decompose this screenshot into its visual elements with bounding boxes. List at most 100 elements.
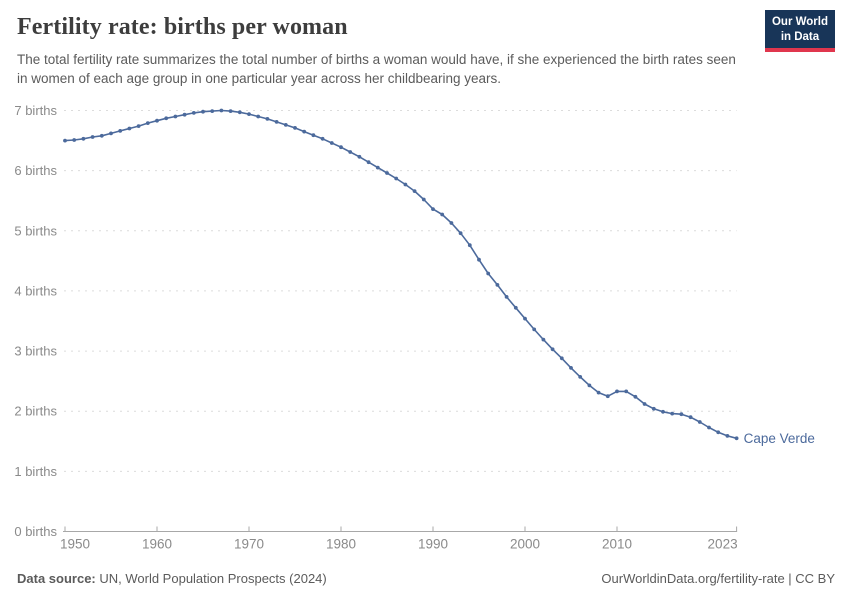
data-point <box>173 114 178 119</box>
data-point <box>247 112 251 116</box>
data-point <box>210 109 215 113</box>
data-point <box>63 138 67 143</box>
data-point <box>127 126 132 131</box>
x-axis-tick-label: 2023 <box>708 537 738 552</box>
data-point <box>302 129 307 134</box>
x-axis-tick-label: 1960 <box>142 537 172 552</box>
data-line <box>64 109 738 440</box>
y-axis-tick-label: 3 births <box>14 344 57 359</box>
owid-logo-line2: in Data <box>780 30 820 43</box>
data-point <box>495 283 500 287</box>
data-point <box>458 231 463 236</box>
data-point <box>559 356 564 361</box>
footer-link[interactable]: OurWorldinData.org/fertility-rate | CC B… <box>601 571 835 586</box>
data-point <box>164 116 169 121</box>
y-axis-tick-label: 1 births <box>14 464 57 479</box>
y-axis-tick-label: 2 births <box>14 404 57 419</box>
data-point <box>219 108 224 113</box>
data-point <box>697 420 702 424</box>
data-point <box>707 425 711 430</box>
data-point <box>293 126 297 130</box>
y-axis-tick-label: 6 births <box>14 163 57 178</box>
data-point <box>145 121 150 125</box>
y-axis-tick-label: 7 births <box>14 103 57 118</box>
data-point <box>504 295 509 299</box>
data-point <box>532 327 537 332</box>
data-point <box>237 110 242 115</box>
data-point <box>421 197 426 202</box>
data-point <box>569 366 573 370</box>
data-point <box>523 316 527 321</box>
data-source-label: Data source: <box>17 571 96 586</box>
data-point <box>385 171 389 175</box>
data-point <box>605 394 610 399</box>
data-point <box>716 430 721 435</box>
data-point <box>357 154 362 159</box>
x-axis-tick-label: 1990 <box>418 537 448 552</box>
data-point <box>725 434 730 438</box>
data-point <box>412 189 417 193</box>
data-point <box>513 305 518 310</box>
data-point <box>440 212 445 217</box>
data-point <box>403 182 408 187</box>
data-point <box>587 383 592 388</box>
data-point <box>624 389 629 394</box>
data-point <box>688 415 693 420</box>
data-point <box>670 411 675 416</box>
data-point <box>201 109 205 114</box>
data-point <box>256 114 261 119</box>
y-axis-tick-label: 4 births <box>14 283 57 298</box>
data-point <box>311 133 316 138</box>
data-point <box>265 117 270 121</box>
x-axis-tick-label: 2000 <box>510 537 540 552</box>
data-point <box>477 257 481 262</box>
data-point <box>431 207 435 211</box>
page-title: Fertility rate: births per woman <box>17 14 348 40</box>
data-point <box>228 109 233 113</box>
data-point <box>467 243 472 248</box>
data-point <box>615 389 619 394</box>
fertility-line-chart[interactable]: 0 births 1 births 2 births 3 births 4 births… <box>0 95 850 555</box>
chart-header: Fertility rate: births per woman Our Wor… <box>17 10 835 88</box>
data-source-text: UN, World Population Prospects (2024) <box>95 571 327 586</box>
data-point <box>596 390 601 395</box>
data-point <box>283 123 288 127</box>
y-axis-tick-label: 5 births <box>14 223 57 238</box>
data-point <box>578 375 583 379</box>
data-point <box>72 138 77 142</box>
owid-logo-line1: Our World <box>771 16 828 28</box>
data-point <box>348 150 353 154</box>
data-point <box>366 160 371 165</box>
data-point <box>118 129 123 133</box>
entity-label: Cape Verde <box>744 431 815 446</box>
data-point <box>486 271 491 276</box>
data-point <box>329 141 334 145</box>
data-point <box>191 111 196 115</box>
data-source-note: Data source: UN, World Population Prospe… <box>17 571 327 586</box>
data-point <box>633 394 638 399</box>
data-point <box>661 409 665 414</box>
x-axis-tick-label: 1970 <box>234 537 264 552</box>
data-point <box>155 118 159 123</box>
x-axis-tick-label: 2010 <box>602 537 632 552</box>
data-point <box>109 131 113 136</box>
data-point <box>550 347 555 352</box>
data-point <box>81 136 86 141</box>
data-point <box>651 406 656 411</box>
data-point <box>679 412 684 417</box>
data-point <box>136 124 141 128</box>
data-point <box>182 112 187 117</box>
chart-subtitle: The total fertility rate summarizes the … <box>17 52 736 86</box>
data-point <box>541 337 546 342</box>
data-point <box>734 436 739 441</box>
data-point <box>90 135 95 139</box>
x-axis-tick-label: 1980 <box>326 537 356 552</box>
data-point <box>274 120 279 124</box>
data-point <box>339 145 343 150</box>
data-point <box>394 176 399 181</box>
data-point <box>320 136 325 141</box>
data-point <box>449 221 454 225</box>
y-axis-tick-label: 0 births <box>14 524 57 539</box>
owid-logo[interactable]: Our World in Data <box>764 10 835 53</box>
